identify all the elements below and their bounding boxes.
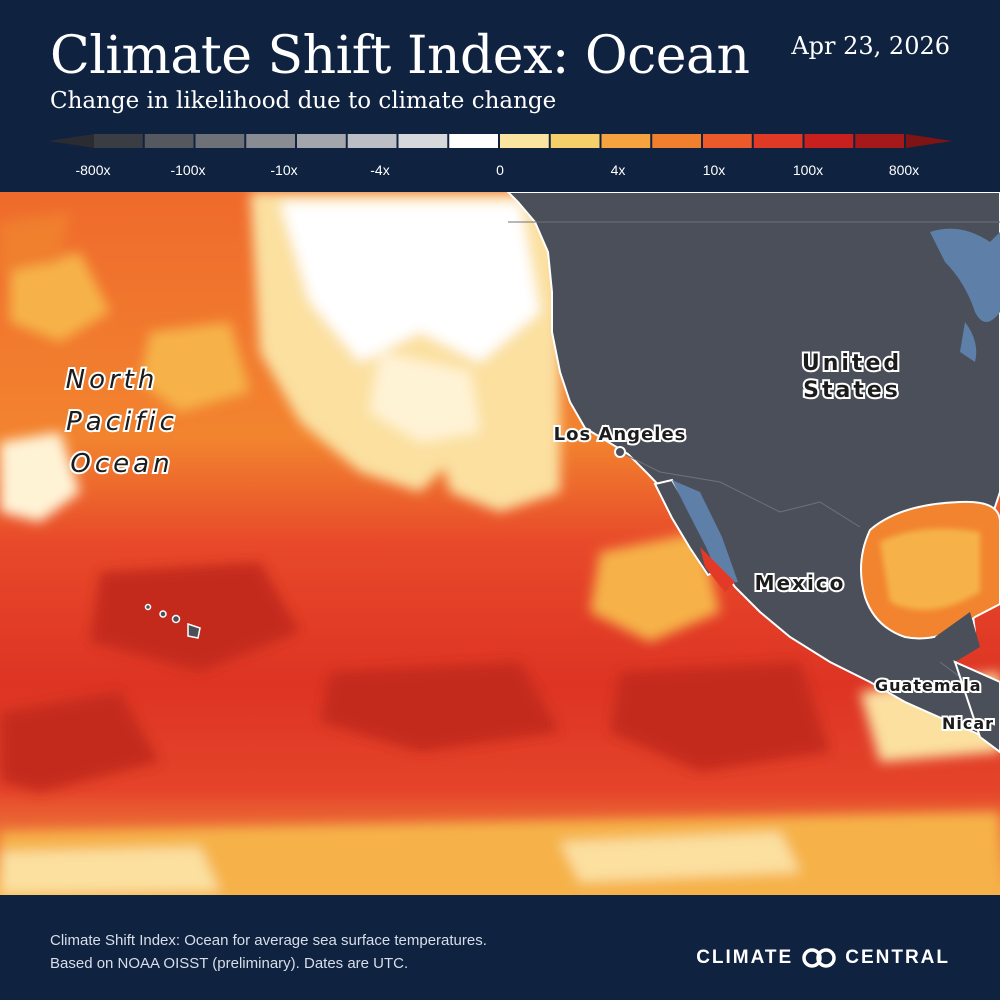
legend-tick-10: 10x [702, 162, 726, 178]
legend-swatch [550, 134, 600, 148]
legend-arrow-left [48, 134, 94, 148]
legend-swatch [449, 134, 498, 148]
legend-swatch [246, 134, 295, 148]
source-note: Climate Shift Index: Ocean for average s… [50, 929, 487, 975]
page-title: Climate Shift Index: Ocean [50, 26, 750, 86]
legend-swatch [195, 134, 245, 148]
legend-swatch [347, 134, 397, 148]
map-canvas: North Pacific Ocean United States Los An… [0, 192, 1000, 895]
legend-tick-neg100: -100x [170, 162, 206, 178]
page-subtitle: Change in likelihood due to climate chan… [50, 88, 557, 114]
legend-tick-neg4: -4x [370, 162, 390, 178]
brand-rings-icon [802, 948, 836, 968]
country-label-guatemala: Guatemala [875, 676, 982, 695]
legend-swatch [297, 134, 346, 148]
legend-swatch [703, 134, 752, 148]
legend-tick-zero: 0 [496, 162, 504, 178]
brand-text-right: CENTRAL [845, 947, 950, 968]
country-label-mexico: Mexico [755, 571, 846, 595]
legend-swatch [398, 134, 448, 148]
legend-arrow-right [906, 134, 952, 148]
city-label-los-angeles: Los Angeles [554, 424, 687, 445]
legend-swatch [144, 134, 194, 148]
map-area[interactable]: North Pacific Ocean United States Los An… [0, 192, 1000, 895]
legend-swatch [753, 134, 803, 148]
header: Climate Shift Index: Ocean Apr 23, 2026 … [0, 0, 1000, 192]
brand-text-left: CLIMATE [696, 947, 794, 968]
country-label-us-line2: States [803, 378, 901, 403]
footer: Climate Shift Index: Ocean for average s… [0, 895, 1000, 1000]
source-note-line1: Climate Shift Index: Ocean for average s… [50, 932, 487, 949]
legend-swatch [804, 134, 854, 148]
country-label-us-line1: United [802, 351, 902, 376]
legend-tick-100: 100x [792, 162, 824, 178]
legend-tick-800: 800x [888, 162, 920, 178]
legend-tick-neg10: -10x [270, 162, 298, 178]
hawaii-islands [144, 603, 201, 639]
color-legend: -800x -100x -10x -4x 0 4x 10x 100x 800x [48, 130, 952, 180]
brand-logo: CLIMATE CENTRAL [696, 947, 950, 969]
source-note-line2: Based on NOAA OISST (preliminary). Dates… [50, 955, 409, 972]
date-label: Apr 23, 2026 [791, 32, 950, 60]
country-label-nicaragua: Nicar [942, 714, 994, 733]
legend-swatch [855, 134, 904, 148]
legend-tick-neg800: -800x [75, 162, 111, 178]
legend-swatch [94, 134, 143, 148]
legend-swatch [500, 134, 549, 148]
ocean-label-line2: Pacific [66, 407, 178, 437]
ocean-label-line3: Ocean [70, 449, 173, 479]
ocean-label-line1: North [66, 365, 159, 395]
legend-swatch [601, 134, 651, 148]
city-marker-icon [614, 446, 626, 458]
legend-swatch [652, 134, 701, 148]
north-america-landmass [506, 192, 1000, 754]
legend-tick-4: 4x [610, 162, 626, 178]
legend-color-bar [48, 134, 952, 148]
